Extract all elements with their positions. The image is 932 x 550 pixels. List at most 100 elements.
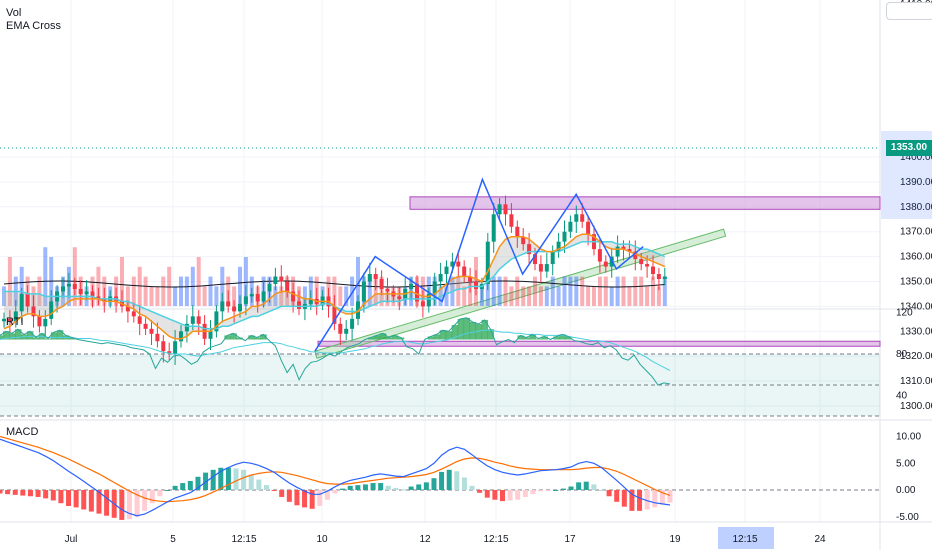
volume-bar <box>538 286 543 306</box>
rti-line <box>0 317 671 386</box>
rti-overbought-fill <box>0 335 4 340</box>
macd-histogram-bar <box>553 490 559 491</box>
macd-histogram-bar <box>279 490 285 497</box>
macd-histogram-bar <box>393 487 399 490</box>
rti-overbought-fill <box>254 337 261 340</box>
candle-body <box>432 281 437 294</box>
macd-histogram-bar <box>248 474 254 490</box>
candle-body <box>78 288 83 294</box>
candle-body <box>379 279 384 289</box>
settings-clock-button[interactable] <box>886 2 932 20</box>
time-tick-label: 12:15 <box>231 534 256 545</box>
macd-histogram-bar <box>12 490 18 495</box>
volume-bar <box>556 286 561 306</box>
macd-histogram-bar <box>302 490 308 508</box>
rti-overbought-fill <box>385 337 393 340</box>
macd-histogram-bar <box>263 485 269 490</box>
resistance-zone <box>409 196 881 210</box>
candle-body <box>43 318 48 327</box>
macd-histogram-bar <box>423 482 429 490</box>
candle-body <box>415 283 419 302</box>
volume-bar <box>161 276 166 306</box>
price-tick-label: 1360.00 <box>900 252 932 263</box>
candle-body <box>550 251 555 265</box>
rti-overbought-fill <box>224 335 231 340</box>
macd-legend: MACD <box>6 426 39 438</box>
macd-histogram-bar <box>515 490 521 500</box>
volume-bar <box>603 276 608 306</box>
rti-overbought-fill <box>236 337 243 340</box>
macd-histogram-bar <box>119 490 125 520</box>
candle-body <box>7 318 12 322</box>
macd-histogram-bar <box>195 476 201 490</box>
candle-body <box>72 283 77 289</box>
macd-tick-label: 0.00 <box>896 485 916 496</box>
rti-overbought-fill <box>230 333 237 340</box>
volume-bar <box>202 286 207 306</box>
rti-overbought-fill <box>391 335 399 340</box>
volume-bar <box>131 276 136 306</box>
rti-overbought-fill <box>32 337 40 340</box>
candle-body <box>285 281 290 292</box>
volume-bar <box>149 286 154 306</box>
rti-tick-label: 40 <box>896 390 908 401</box>
candle-body <box>49 301 54 319</box>
candle-body <box>332 306 337 324</box>
macd-histogram-bar <box>317 490 323 506</box>
rti-overbought-fill <box>553 336 560 340</box>
volume-bar <box>7 257 12 306</box>
macd-histogram-bar <box>522 490 528 497</box>
macd-histogram-bar <box>591 484 597 490</box>
volume-bar <box>651 276 655 306</box>
volume-bar <box>302 286 307 306</box>
candle-body <box>102 298 107 302</box>
macd-histogram-bar <box>149 490 155 504</box>
rti-overbought-fill <box>14 329 22 340</box>
volume-bar <box>120 257 124 306</box>
macd-histogram-bar <box>659 490 665 505</box>
candle-body <box>96 296 101 299</box>
candle-body <box>344 328 349 334</box>
rti-overbought-fill <box>260 334 267 340</box>
volume-bar <box>562 276 567 306</box>
candle-body <box>397 296 402 299</box>
volume-bar <box>597 276 602 306</box>
candle-body <box>350 318 355 329</box>
macd-histogram-bar <box>644 490 650 510</box>
volume-bar <box>533 276 537 306</box>
candle-body <box>450 261 455 267</box>
macd-histogram-bar <box>362 484 368 490</box>
rti-overbought-fill <box>373 335 381 340</box>
volume-bar <box>332 276 337 306</box>
time-range-highlight <box>718 527 774 549</box>
macd-histogram-bar <box>530 490 536 495</box>
candle-body <box>544 264 549 272</box>
candle-body <box>361 281 366 302</box>
volume-bar <box>592 286 596 306</box>
volume-bar <box>491 276 496 306</box>
rti-tick-label: 80 <box>896 349 908 360</box>
volume-ma-line <box>3 280 665 288</box>
candle-body <box>438 274 443 282</box>
rti-overbought-fill <box>529 334 536 340</box>
price-tick-label: 1300.00 <box>900 401 932 412</box>
rti-overbought-fill <box>44 338 52 340</box>
volume-bar <box>521 286 526 306</box>
macd-tick-label: 5.00 <box>896 458 916 469</box>
candle-body <box>179 331 183 342</box>
volume-bar <box>350 276 355 306</box>
volume-bar <box>497 276 502 306</box>
macd-histogram-bar <box>469 485 475 490</box>
time-tick-label: 5 <box>170 534 176 545</box>
candle-body <box>556 241 561 252</box>
macd-histogram-bar <box>27 490 33 497</box>
rti-overbought-fill <box>469 321 477 340</box>
macd-histogram-bar <box>461 477 467 490</box>
price-tick-label: 1380.00 <box>900 202 932 213</box>
rti-overbought-fill <box>457 318 465 340</box>
rti-overbought-fill <box>20 334 28 340</box>
macd-histogram-bar <box>96 490 102 514</box>
macd-histogram-bar <box>401 489 407 491</box>
macd-histogram-bar <box>332 490 338 494</box>
